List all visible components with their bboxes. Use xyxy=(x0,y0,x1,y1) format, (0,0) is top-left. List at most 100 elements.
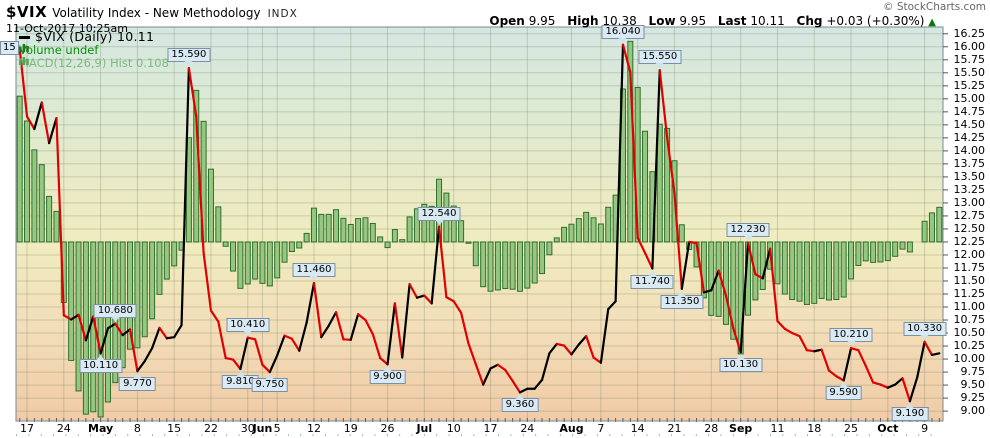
open-value: 9.95 xyxy=(528,14,556,28)
low-value: 9.95 xyxy=(679,14,707,28)
price-line-segment xyxy=(857,349,867,367)
x-axis-label: 17 xyxy=(20,422,35,435)
macd-histogram-bar xyxy=(421,203,428,243)
axis-dot xyxy=(584,434,586,436)
plot-background xyxy=(16,27,943,421)
price-line-segment xyxy=(511,379,522,394)
macd-histogram-bar xyxy=(134,241,141,349)
y-axis-label: 16.25 xyxy=(953,26,986,40)
high-value: 10.38 xyxy=(602,14,637,28)
macd-histogram-bar xyxy=(561,226,568,243)
price-annotation: 10.330 xyxy=(903,321,947,340)
price-annotation: 10.110 xyxy=(79,355,123,374)
macd-histogram-bar xyxy=(840,241,847,298)
axis-dot xyxy=(547,434,549,436)
price-line-segment xyxy=(901,377,911,403)
macd-histogram-bar xyxy=(539,241,546,275)
y-axis-label: 11.25 xyxy=(953,287,986,300)
price-line-segment xyxy=(629,71,639,239)
axis-dot xyxy=(176,434,178,436)
x-axis-label: 25 xyxy=(844,422,859,435)
price-line-segment xyxy=(437,225,448,299)
price-annotation: 9.590 xyxy=(825,382,862,401)
macd-histogram-bar xyxy=(413,208,420,243)
macd-histogram-bar xyxy=(355,218,362,243)
macd-histogram-bar xyxy=(259,241,266,284)
macd-histogram-bar xyxy=(222,241,229,247)
price-line-segment xyxy=(820,348,831,372)
price-line-segment xyxy=(739,241,750,354)
axis-dot xyxy=(485,434,487,436)
change-value: +0.03 (+0.30%) xyxy=(826,14,925,28)
y-axis-label: 14.25 xyxy=(953,130,986,144)
change-up-arrow-icon: ▲ xyxy=(928,17,936,28)
axis-dot xyxy=(794,434,796,436)
price-line-segment xyxy=(555,342,566,347)
axis-dot xyxy=(782,434,784,436)
price-line-segment xyxy=(268,354,279,374)
price-line-segment xyxy=(99,327,110,355)
x-axis-label: 24 xyxy=(56,422,71,435)
price-line-segment xyxy=(114,322,124,337)
macd-histogram-bar xyxy=(230,241,237,272)
price-line-segment xyxy=(393,302,404,359)
macd-histogram-bar xyxy=(318,213,325,243)
macd-histogram-bar xyxy=(759,241,766,290)
axis-dot xyxy=(720,434,722,436)
price-annotation: 10.130 xyxy=(719,354,763,373)
macd-histogram-bar xyxy=(450,205,457,243)
price-line-segment xyxy=(496,363,507,372)
macd-histogram-bar xyxy=(472,241,479,267)
axis-dot xyxy=(423,434,425,436)
axis-dot xyxy=(596,434,598,436)
price-line-segment xyxy=(106,322,117,330)
macd-histogram-bar xyxy=(156,241,163,295)
axis-dot xyxy=(16,434,17,436)
price-line-segment xyxy=(92,315,102,355)
price-line-segment xyxy=(379,356,389,366)
price-line-segment xyxy=(599,307,610,364)
price-line-segment xyxy=(364,318,374,336)
axis-dot xyxy=(238,434,240,436)
price-line-segment xyxy=(754,273,764,280)
axis-dot xyxy=(634,434,635,436)
x-axis-label: 8 xyxy=(133,422,141,435)
price-line-segment xyxy=(842,347,853,382)
axis-dot xyxy=(559,434,561,436)
price-line-segment xyxy=(187,67,198,118)
legend-volume: Volume undef xyxy=(19,43,98,57)
axis-dot xyxy=(868,434,870,436)
macd-histogram-bar xyxy=(487,241,494,292)
price-line-segment xyxy=(717,269,728,297)
axis-dot xyxy=(399,434,401,436)
axis-dot xyxy=(90,434,92,436)
price-line-segment xyxy=(283,334,293,340)
price-line-segment xyxy=(474,363,485,386)
axis-dot xyxy=(275,434,277,436)
price-line-segment xyxy=(25,115,36,131)
price-line-segment xyxy=(518,387,529,394)
price-annotation: 15.550 xyxy=(638,50,682,69)
price-line-segment xyxy=(276,334,286,357)
price-line-segment xyxy=(533,378,544,390)
price-line-segment xyxy=(430,225,441,305)
copyright: © StockCharts.com xyxy=(883,1,986,13)
x-axis-label: 11 xyxy=(770,422,785,435)
price-line-segment xyxy=(894,377,904,386)
axis-dot xyxy=(881,434,883,436)
price-line-segment xyxy=(607,300,617,311)
price-line-segment xyxy=(158,326,168,340)
price-line-segment xyxy=(776,319,786,330)
price-line-segment xyxy=(724,294,735,330)
price-line-segment xyxy=(224,356,235,361)
axis-dot xyxy=(905,434,907,436)
axis-dot xyxy=(732,434,734,436)
macd-histogram-bar xyxy=(458,220,465,243)
price-line-segment xyxy=(231,358,242,371)
macd-histogram-bar xyxy=(377,236,384,243)
volume-histogram-icon xyxy=(19,44,29,52)
price-line-segment xyxy=(180,67,190,327)
macd-histogram-bar xyxy=(82,241,89,415)
axis-dot xyxy=(819,434,821,436)
price-line-segment xyxy=(460,311,470,345)
